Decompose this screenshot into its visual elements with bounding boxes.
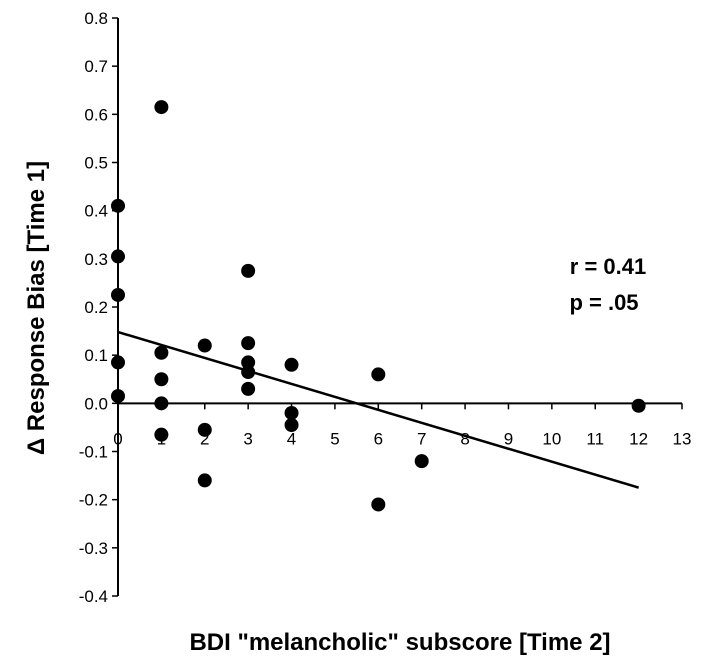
data-point [198,339,212,353]
data-point [415,454,429,468]
y-axis: 0.8 0.7 0.6 0.5 0.4 0.3 0.2 0.1 0.0 -0.1 -0.2 -0.3 -… [79,9,118,606]
x-tick-label: 10 [542,429,561,448]
data-points [111,100,646,511]
data-point [632,399,646,413]
data-point [285,358,299,372]
data-point [371,367,385,381]
data-point [285,406,299,420]
x-tick-label: 9 [504,429,513,448]
x-tick-label: 5 [330,429,339,448]
x-tick-label: 3 [243,429,252,448]
data-point [241,382,255,396]
annotation-r-value: r = 0.41 [570,254,646,279]
y-tick-label: 0.2 [84,298,108,317]
y-tick-label: -0.2 [79,491,108,510]
y-tick-label: 0.8 [84,9,108,28]
trendline-layer [118,332,639,488]
y-tick-label: -0.1 [79,443,108,462]
data-point [111,288,125,302]
data-point [198,423,212,437]
data-point [111,249,125,263]
data-point [154,396,168,410]
y-tick-label: 0.5 [84,154,108,173]
x-tick-label: 11 [586,429,604,448]
regression-line [118,332,639,488]
y-axis-title: Δ Response Bias [Time 1] [23,161,50,455]
x-tick-label: 8 [460,429,469,448]
data-point [154,100,168,114]
data-point [371,497,385,511]
y-tick-label: 0.0 [84,394,108,413]
data-point [241,365,255,379]
y-tick-label: 0.6 [84,105,108,124]
x-tick-label: 7 [417,429,426,448]
data-point [285,418,299,432]
annotation-p-value: p = .05 [569,290,638,315]
y-tick-label: -0.4 [79,587,108,606]
x-axis-title: BDI "melancholic" subscore [Time 2] [189,629,610,656]
data-point [241,336,255,350]
x-tick-label: 13 [673,429,692,448]
x-tick-label: 4 [287,429,296,448]
x-tick-label: 12 [629,429,648,448]
data-point [111,389,125,403]
y-tick-label: -0.3 [79,539,108,558]
data-point [241,264,255,278]
x-tick-label: 0 [113,429,122,448]
y-tick-label: 0.4 [84,202,108,221]
data-point [111,199,125,213]
data-point [198,473,212,487]
x-tick-label: 6 [374,429,383,448]
data-point [111,355,125,369]
data-point [154,372,168,386]
data-point [154,428,168,442]
y-tick-label: 0.1 [84,346,108,365]
y-tick-label: 0.3 [84,250,108,269]
data-point [154,346,168,360]
y-tick-label: 0.7 [84,57,108,76]
